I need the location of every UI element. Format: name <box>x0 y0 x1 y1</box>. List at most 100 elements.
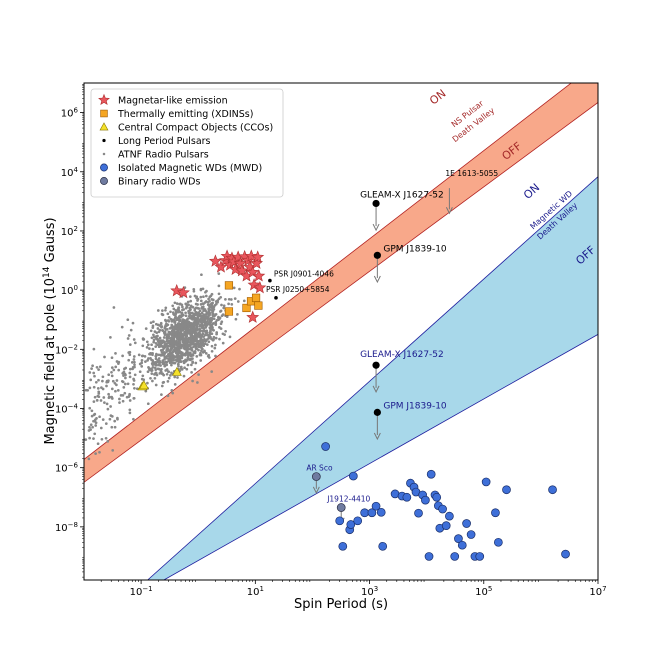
pulsar-point <box>149 329 153 333</box>
pulsar-point <box>133 360 136 364</box>
pulsar-point <box>173 347 177 350</box>
pulsar-point <box>102 396 106 399</box>
pulsar-point <box>133 341 137 345</box>
pulsar-point <box>174 323 177 327</box>
pulsar-point <box>199 287 203 291</box>
series-6-point <box>311 472 321 481</box>
pulsar-point <box>194 344 198 348</box>
pulsar-point <box>169 374 172 377</box>
pulsar-point <box>203 337 206 341</box>
pulsar-point <box>201 287 205 291</box>
pulsar-point <box>92 347 96 351</box>
pulsar-point <box>115 379 119 382</box>
pulsar-point <box>107 396 111 400</box>
pulsar-point <box>177 308 181 312</box>
pulsar-point <box>98 415 101 419</box>
pulsar-point <box>124 376 127 380</box>
pulsar-point <box>164 306 168 310</box>
series-0-point <box>246 310 260 323</box>
pulsar-point <box>191 318 194 321</box>
pulsar-point <box>145 340 149 344</box>
series-5-point <box>494 537 503 547</box>
pulsar-point <box>191 315 195 319</box>
pulsar-point <box>101 375 105 379</box>
pulsar-point <box>173 301 177 305</box>
pulsar-point <box>151 366 155 369</box>
pulsar-point <box>162 380 166 384</box>
pulsar-point <box>167 319 171 323</box>
pulsar-point <box>173 383 177 386</box>
series-0-point <box>253 280 267 294</box>
pulsar-point <box>93 395 97 399</box>
pulsar-point <box>176 345 179 349</box>
pulsar-point <box>195 324 199 328</box>
pulsar-point <box>197 373 200 376</box>
pulsar-point <box>104 436 108 440</box>
pulsar-point <box>93 374 96 378</box>
pulsar-point <box>92 400 96 403</box>
pulsar-point <box>151 324 155 328</box>
pulsar-point <box>204 294 208 298</box>
pulsar-point <box>110 425 114 429</box>
pulsar-point <box>160 384 164 388</box>
pulsar-point <box>168 341 172 345</box>
legend: Magnetar-like emission Thermally emitting… <box>90 88 284 198</box>
pulsar-point <box>151 347 155 351</box>
pulsar-point <box>206 311 210 315</box>
pulsar-point <box>183 325 187 328</box>
pulsar-point <box>123 391 127 395</box>
pulsar-point <box>100 437 104 441</box>
pulsar-point <box>236 313 239 316</box>
pulsar-point <box>163 364 167 368</box>
pulsar-point <box>154 361 158 365</box>
series-0-point <box>229 262 243 275</box>
series-5-point <box>561 549 570 559</box>
legend-marker-4 <box>102 152 106 156</box>
pulsar-point <box>210 349 214 353</box>
series-5-point <box>346 520 356 529</box>
pulsar-point <box>177 362 180 366</box>
pulsar-point <box>191 353 195 357</box>
pulsar-point <box>110 395 114 399</box>
pulsar-point <box>148 352 151 356</box>
pulsar-point <box>84 438 88 441</box>
pulsar-point <box>182 342 186 345</box>
x-tick-label: 103 <box>361 585 378 598</box>
pulsar-point <box>205 343 209 346</box>
pulsar-point <box>198 327 202 331</box>
pulsar-point <box>206 333 209 337</box>
pulsar-point <box>128 392 131 396</box>
pulsar-point <box>189 305 193 308</box>
pulsar-point <box>122 374 125 377</box>
pulsar-point <box>238 287 241 291</box>
pulsar-point <box>115 360 119 363</box>
pulsar-point <box>197 332 201 336</box>
pulsar-point <box>213 303 217 307</box>
legend-marker-6 <box>100 177 108 185</box>
pulsar-point <box>184 328 188 332</box>
pulsar-point <box>211 305 214 308</box>
pulsar-point <box>126 337 130 340</box>
pulsar-point <box>230 303 234 306</box>
legend-label-5: Isolated Magnetic WDs (MWD) <box>118 163 262 174</box>
series-5-point <box>371 501 381 511</box>
pulsar-point <box>127 358 131 362</box>
pulsar-point <box>147 357 150 360</box>
pulsar-point <box>168 361 172 365</box>
pulsar-point <box>233 297 237 300</box>
pulsar-point <box>154 368 158 372</box>
pulsar-point <box>171 329 174 332</box>
pulsar-point <box>165 372 169 376</box>
pulsar-point <box>204 300 208 303</box>
pulsar-point <box>105 384 108 388</box>
point-annotations: GLEAM-X J1627-52 GPM J1839-10 GLEAM-X J162… <box>266 169 498 503</box>
pulsar-point <box>170 341 174 345</box>
pulsar-point <box>97 392 101 395</box>
pulsar-point <box>148 347 151 350</box>
pulsar-point <box>229 298 233 301</box>
series-5-point <box>367 508 377 518</box>
pulsar-point <box>204 352 208 355</box>
pulsar-point <box>113 419 117 423</box>
pulsar-point <box>191 361 195 364</box>
arrow-head <box>312 486 320 494</box>
